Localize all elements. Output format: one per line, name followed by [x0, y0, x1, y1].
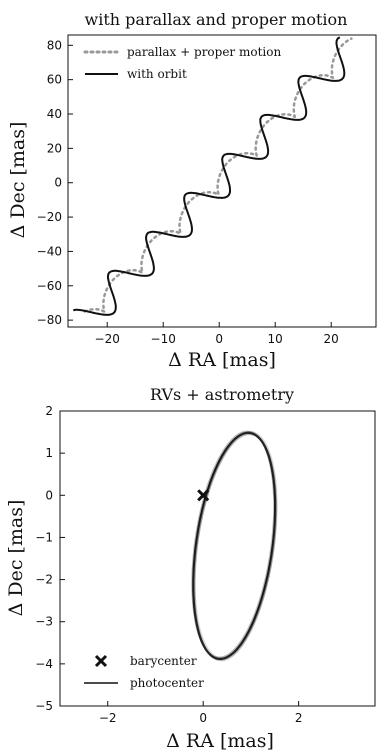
y-tick-label: 60 — [47, 73, 62, 87]
chart-top-plot-frame — [67, 34, 377, 328]
chart-top-legend: parallax + proper motion with orbit — [83, 45, 281, 81]
x-tick-label: 2 — [295, 711, 303, 725]
barycenter-x-mark — [197, 489, 210, 502]
photocenter-ellipse-stroke — [191, 430, 276, 659]
y-tick-label: 2 — [45, 404, 53, 418]
y-tick-label: −20 — [37, 210, 62, 224]
x-tick-label: −10 — [151, 332, 176, 346]
y-tick-label: 0 — [54, 176, 62, 190]
y-tick-label: −80 — [37, 313, 62, 327]
y-tick-label: −40 — [37, 244, 62, 258]
chart-top-x-ticks: −20 −10 0 10 20 — [95, 322, 339, 346]
y-tick-label: −5 — [35, 699, 53, 713]
legend-label-barycenter: barycenter — [130, 654, 197, 668]
photocenter-ellipse-stroke — [193, 431, 278, 659]
x-tick-label: 20 — [324, 332, 339, 346]
chart-bottom: RVs + astrometry −2 0 2 −5 −4 −3 −2 −1 0 1 2 bary… — [5, 385, 376, 752]
y-tick-label: −2 — [35, 573, 53, 587]
x-tick-label: −20 — [95, 332, 120, 346]
barycenter-marker — [197, 489, 210, 502]
chart-bottom-x-ticks: −2 0 2 — [99, 701, 303, 725]
chart-bottom-plot-frame — [59, 410, 376, 707]
chart-bottom-xlabel: Δ RA [mas] — [166, 730, 274, 752]
chart-top-title: with parallax and proper motion — [85, 10, 348, 29]
y-tick-label: 80 — [47, 38, 62, 52]
photocenter-ellipse-stroke — [192, 431, 277, 660]
x-tick-label: 10 — [268, 332, 283, 346]
legend-label-photocenter: photocenter — [130, 676, 204, 690]
series-with-orbit — [73, 36, 346, 316]
chart-top-curves — [73, 36, 353, 316]
x-tick-label: 0 — [199, 711, 207, 725]
photocenter-ellipse-stroke — [193, 433, 278, 662]
x-tick-label: 0 — [215, 332, 223, 346]
y-tick-label: 1 — [45, 446, 53, 460]
x-tick-label: −2 — [99, 711, 117, 725]
y-tick-label: −1 — [35, 530, 53, 544]
chart-top-xlabel: Δ RA [mas] — [168, 349, 276, 371]
legend-label-orbit: with orbit — [127, 67, 187, 81]
photocenter-orbit-ellipse — [191, 430, 278, 662]
y-tick-label: −3 — [35, 615, 53, 629]
y-tick-label: −4 — [35, 657, 53, 671]
y-tick-label: 40 — [47, 107, 62, 121]
chart-top-ylabel: Δ Dec [mas] — [7, 122, 29, 239]
legend-label-parallax: parallax + proper motion — [127, 45, 281, 59]
chart-top: with parallax and proper motion −20 −10 0 1… — [7, 10, 377, 371]
chart-top-y-ticks: −80 −60 −40 −20 0 20 40 60 80 — [37, 38, 73, 327]
chart-bottom-y-ticks: −5 −4 −3 −2 −1 0 1 2 — [35, 404, 65, 713]
y-tick-label: 20 — [47, 141, 62, 155]
chart-bottom-ylabel: Δ Dec [mas] — [5, 500, 27, 617]
y-tick-label: 0 — [45, 488, 53, 502]
series-parallax-proper-motion — [83, 37, 353, 314]
legend-swatch-barycenter — [94, 654, 108, 668]
y-tick-label: −60 — [37, 279, 62, 293]
chart-bottom-title: RVs + astrometry — [150, 385, 294, 404]
chart-bottom-legend: barycenter photocenter — [84, 654, 204, 690]
